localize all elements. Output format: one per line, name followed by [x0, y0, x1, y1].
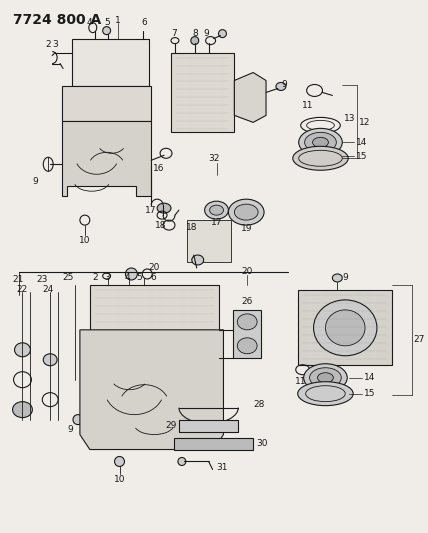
Polygon shape: [62, 122, 151, 196]
Text: 4: 4: [125, 273, 130, 282]
Text: 7724 800 A: 7724 800 A: [12, 13, 101, 27]
Ellipse shape: [235, 204, 258, 220]
Text: 31: 31: [217, 463, 228, 472]
Text: 1: 1: [115, 16, 120, 25]
Text: 7: 7: [171, 29, 177, 38]
Ellipse shape: [238, 338, 257, 354]
Text: 32: 32: [208, 154, 219, 163]
Text: 11: 11: [295, 377, 306, 386]
Text: 8: 8: [192, 29, 198, 38]
Ellipse shape: [103, 27, 110, 35]
Text: 11: 11: [302, 101, 313, 110]
Text: 9: 9: [67, 425, 73, 434]
Ellipse shape: [312, 138, 328, 147]
Ellipse shape: [219, 30, 226, 38]
Text: 15: 15: [364, 389, 375, 398]
Text: 29: 29: [166, 421, 177, 430]
Ellipse shape: [293, 147, 348, 170]
Bar: [90, 285, 219, 330]
Text: 9: 9: [33, 177, 38, 185]
Text: 6: 6: [141, 18, 147, 27]
Text: 18: 18: [155, 221, 167, 230]
Bar: [187, 220, 232, 262]
Text: 17: 17: [146, 206, 157, 215]
Text: 5: 5: [105, 18, 110, 27]
Ellipse shape: [318, 373, 333, 383]
Ellipse shape: [157, 203, 171, 213]
Text: 20: 20: [149, 263, 160, 272]
Text: 24: 24: [43, 286, 54, 294]
Polygon shape: [80, 330, 223, 449]
Ellipse shape: [125, 268, 137, 280]
Text: 18: 18: [186, 223, 198, 232]
Ellipse shape: [210, 205, 223, 215]
Text: 10: 10: [79, 236, 91, 245]
Text: 27: 27: [413, 335, 425, 344]
Ellipse shape: [192, 255, 204, 265]
Text: 10: 10: [114, 475, 125, 484]
Ellipse shape: [238, 314, 257, 330]
Ellipse shape: [305, 132, 336, 152]
Text: 9: 9: [204, 29, 210, 38]
Text: 14: 14: [364, 373, 375, 382]
Ellipse shape: [299, 128, 342, 156]
Ellipse shape: [333, 274, 342, 282]
Bar: [72, 38, 149, 86]
Text: 2: 2: [92, 273, 98, 282]
Text: 21: 21: [13, 276, 24, 285]
Text: 5: 5: [137, 273, 142, 282]
Text: 15: 15: [356, 152, 368, 161]
Text: 3: 3: [52, 40, 58, 49]
Text: 9: 9: [281, 80, 287, 89]
Text: 22: 22: [17, 286, 28, 294]
Bar: [233, 310, 261, 358]
Bar: [171, 53, 235, 132]
Text: 26: 26: [241, 297, 253, 306]
Ellipse shape: [12, 402, 33, 417]
Text: 6: 6: [150, 273, 156, 282]
Bar: [298, 290, 392, 365]
Text: 12: 12: [359, 118, 371, 127]
Text: 25: 25: [62, 273, 74, 282]
Bar: [62, 86, 151, 122]
Text: 30: 30: [256, 439, 268, 448]
Text: 17: 17: [211, 217, 222, 227]
Text: 16: 16: [153, 164, 165, 173]
Ellipse shape: [229, 199, 264, 225]
Ellipse shape: [303, 364, 347, 392]
Polygon shape: [174, 438, 253, 449]
Ellipse shape: [276, 83, 286, 91]
Text: 4: 4: [87, 18, 92, 27]
Ellipse shape: [309, 368, 341, 387]
Text: 9: 9: [342, 273, 348, 282]
Ellipse shape: [43, 354, 57, 366]
Polygon shape: [179, 419, 238, 432]
Ellipse shape: [314, 300, 377, 356]
Ellipse shape: [115, 456, 125, 466]
Text: 14: 14: [356, 138, 368, 147]
Text: 28: 28: [253, 400, 265, 409]
Text: 3: 3: [105, 273, 110, 282]
Ellipse shape: [205, 201, 229, 219]
Text: 13: 13: [345, 114, 356, 123]
Text: 23: 23: [36, 276, 48, 285]
Text: 2: 2: [45, 40, 51, 49]
Ellipse shape: [73, 415, 83, 425]
Text: 20: 20: [241, 268, 253, 277]
Ellipse shape: [298, 382, 353, 406]
Ellipse shape: [15, 343, 30, 357]
Ellipse shape: [178, 457, 186, 465]
Text: 19: 19: [241, 224, 252, 232]
Ellipse shape: [325, 310, 365, 346]
Ellipse shape: [191, 37, 199, 45]
Polygon shape: [235, 72, 266, 123]
